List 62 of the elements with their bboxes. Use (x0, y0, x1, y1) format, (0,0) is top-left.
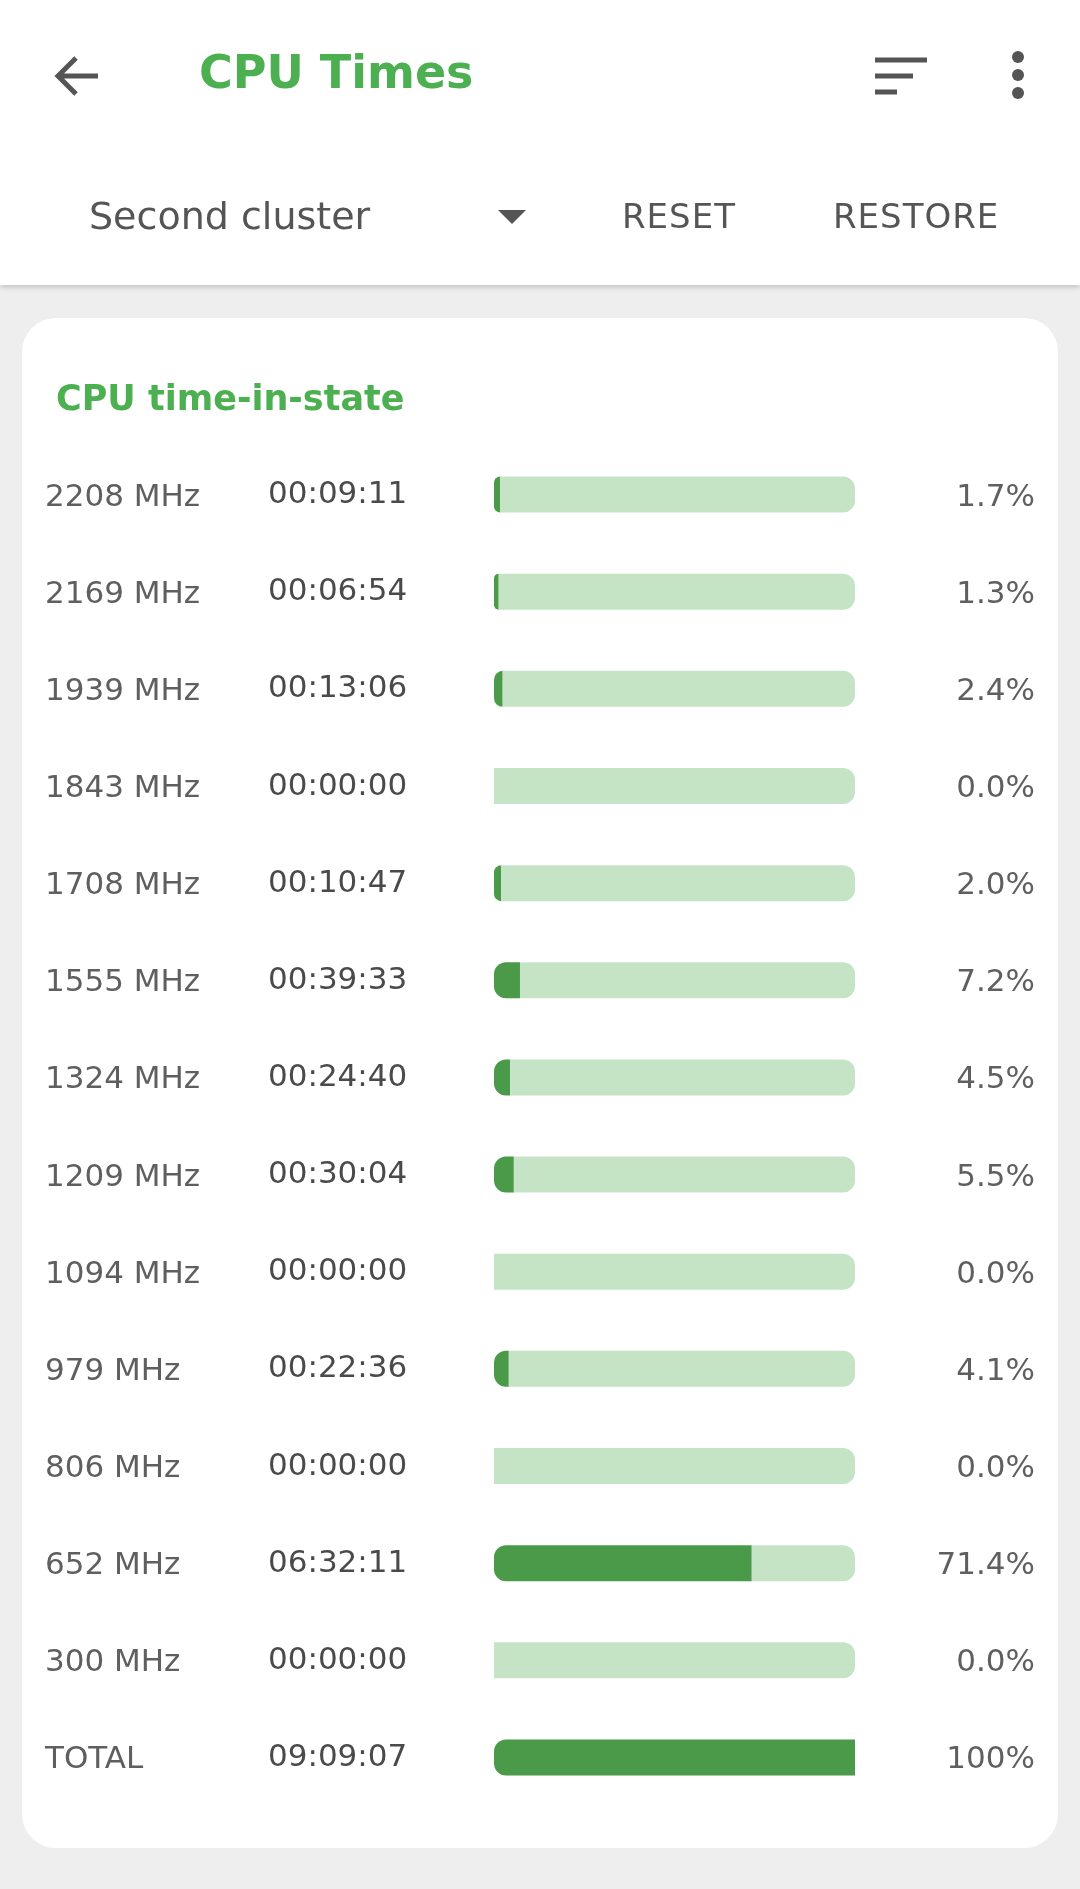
text: 00:00:00 (268, 1251, 408, 1288)
text: 00:22:36 (268, 1348, 408, 1385)
text: 00:30:04 (268, 1154, 408, 1191)
text: 00:24:40 (268, 1056, 408, 1093)
bar (494, 1642, 855, 1679)
bar (501, 865, 855, 902)
text: CPU Times (199, 45, 474, 99)
data-label: 0.0% (956, 768, 1035, 804)
bar (510, 1059, 855, 1096)
y-tick-label: 1209 MHz (45, 1156, 201, 1193)
data-label: 0.0% (956, 1253, 1035, 1290)
data-label: 4.5% (956, 1059, 1035, 1096)
bar (519, 962, 855, 999)
data-label: 5.5% (956, 1156, 1035, 1193)
bar (494, 768, 855, 804)
y-tick-label: 1939 MHz (45, 670, 201, 707)
data-label: 71.4% (936, 1545, 1035, 1582)
y-tick-label: 300 MHz (45, 1642, 181, 1679)
text: 09:09:07 (268, 1736, 408, 1773)
bar (494, 1739, 855, 1776)
data-label: 7.2% (956, 962, 1035, 999)
text: 00:13:06 (268, 668, 408, 705)
bar (498, 573, 855, 610)
bar (513, 1156, 855, 1193)
bar (494, 1448, 855, 1484)
y-tick-label: 1324 MHz (45, 1059, 201, 1096)
data-label: 0.0% (956, 1642, 1035, 1679)
data-label: 2.0% (956, 865, 1035, 902)
y-tick-label: 1843 MHz (45, 768, 201, 804)
text: 00:00:00 (268, 1445, 408, 1482)
bar (751, 1545, 855, 1582)
text: 06:32:11 (268, 1542, 408, 1579)
bar (508, 1350, 855, 1387)
y-tick-label: 2169 MHz (45, 573, 201, 610)
y-tick-label: 1555 MHz (45, 962, 201, 999)
bar (494, 1253, 855, 1290)
y-tick-label: 1094 MHz (45, 1253, 201, 1290)
data-label: 2.4% (956, 670, 1035, 707)
text: RESTORE (833, 196, 1000, 236)
y-tick-label: 1708 MHz (45, 865, 201, 902)
bar (500, 476, 855, 513)
data-label: 1.7% (956, 476, 1035, 513)
text: 00:00:00 (268, 1639, 408, 1676)
data-label: 4.1% (956, 1350, 1035, 1387)
bar (502, 670, 855, 707)
y-tick-label: 2208 MHz (45, 476, 201, 513)
y-tick-label: 979 MHz (45, 1350, 181, 1387)
data-label: 1.3% (956, 573, 1035, 610)
data-label: 0.0% (956, 1448, 1035, 1484)
text: 00:10:47 (268, 862, 408, 899)
text: RESET (622, 196, 736, 236)
text: 00:39:33 (268, 959, 408, 996)
y-tick-label: 652 MHz (45, 1545, 181, 1582)
data-label: 100% (946, 1739, 1035, 1776)
bar (494, 1545, 752, 1582)
text: 00:09:11 (268, 474, 408, 511)
text: 00:00:00 (268, 765, 408, 802)
chart-title: CPU time-in-state (56, 378, 405, 418)
y-tick-label: 806 MHz (45, 1448, 181, 1484)
y-tick-label: TOTAL (44, 1739, 145, 1776)
text: 00:06:54 (268, 571, 408, 608)
text: Second cluster (89, 194, 371, 238)
